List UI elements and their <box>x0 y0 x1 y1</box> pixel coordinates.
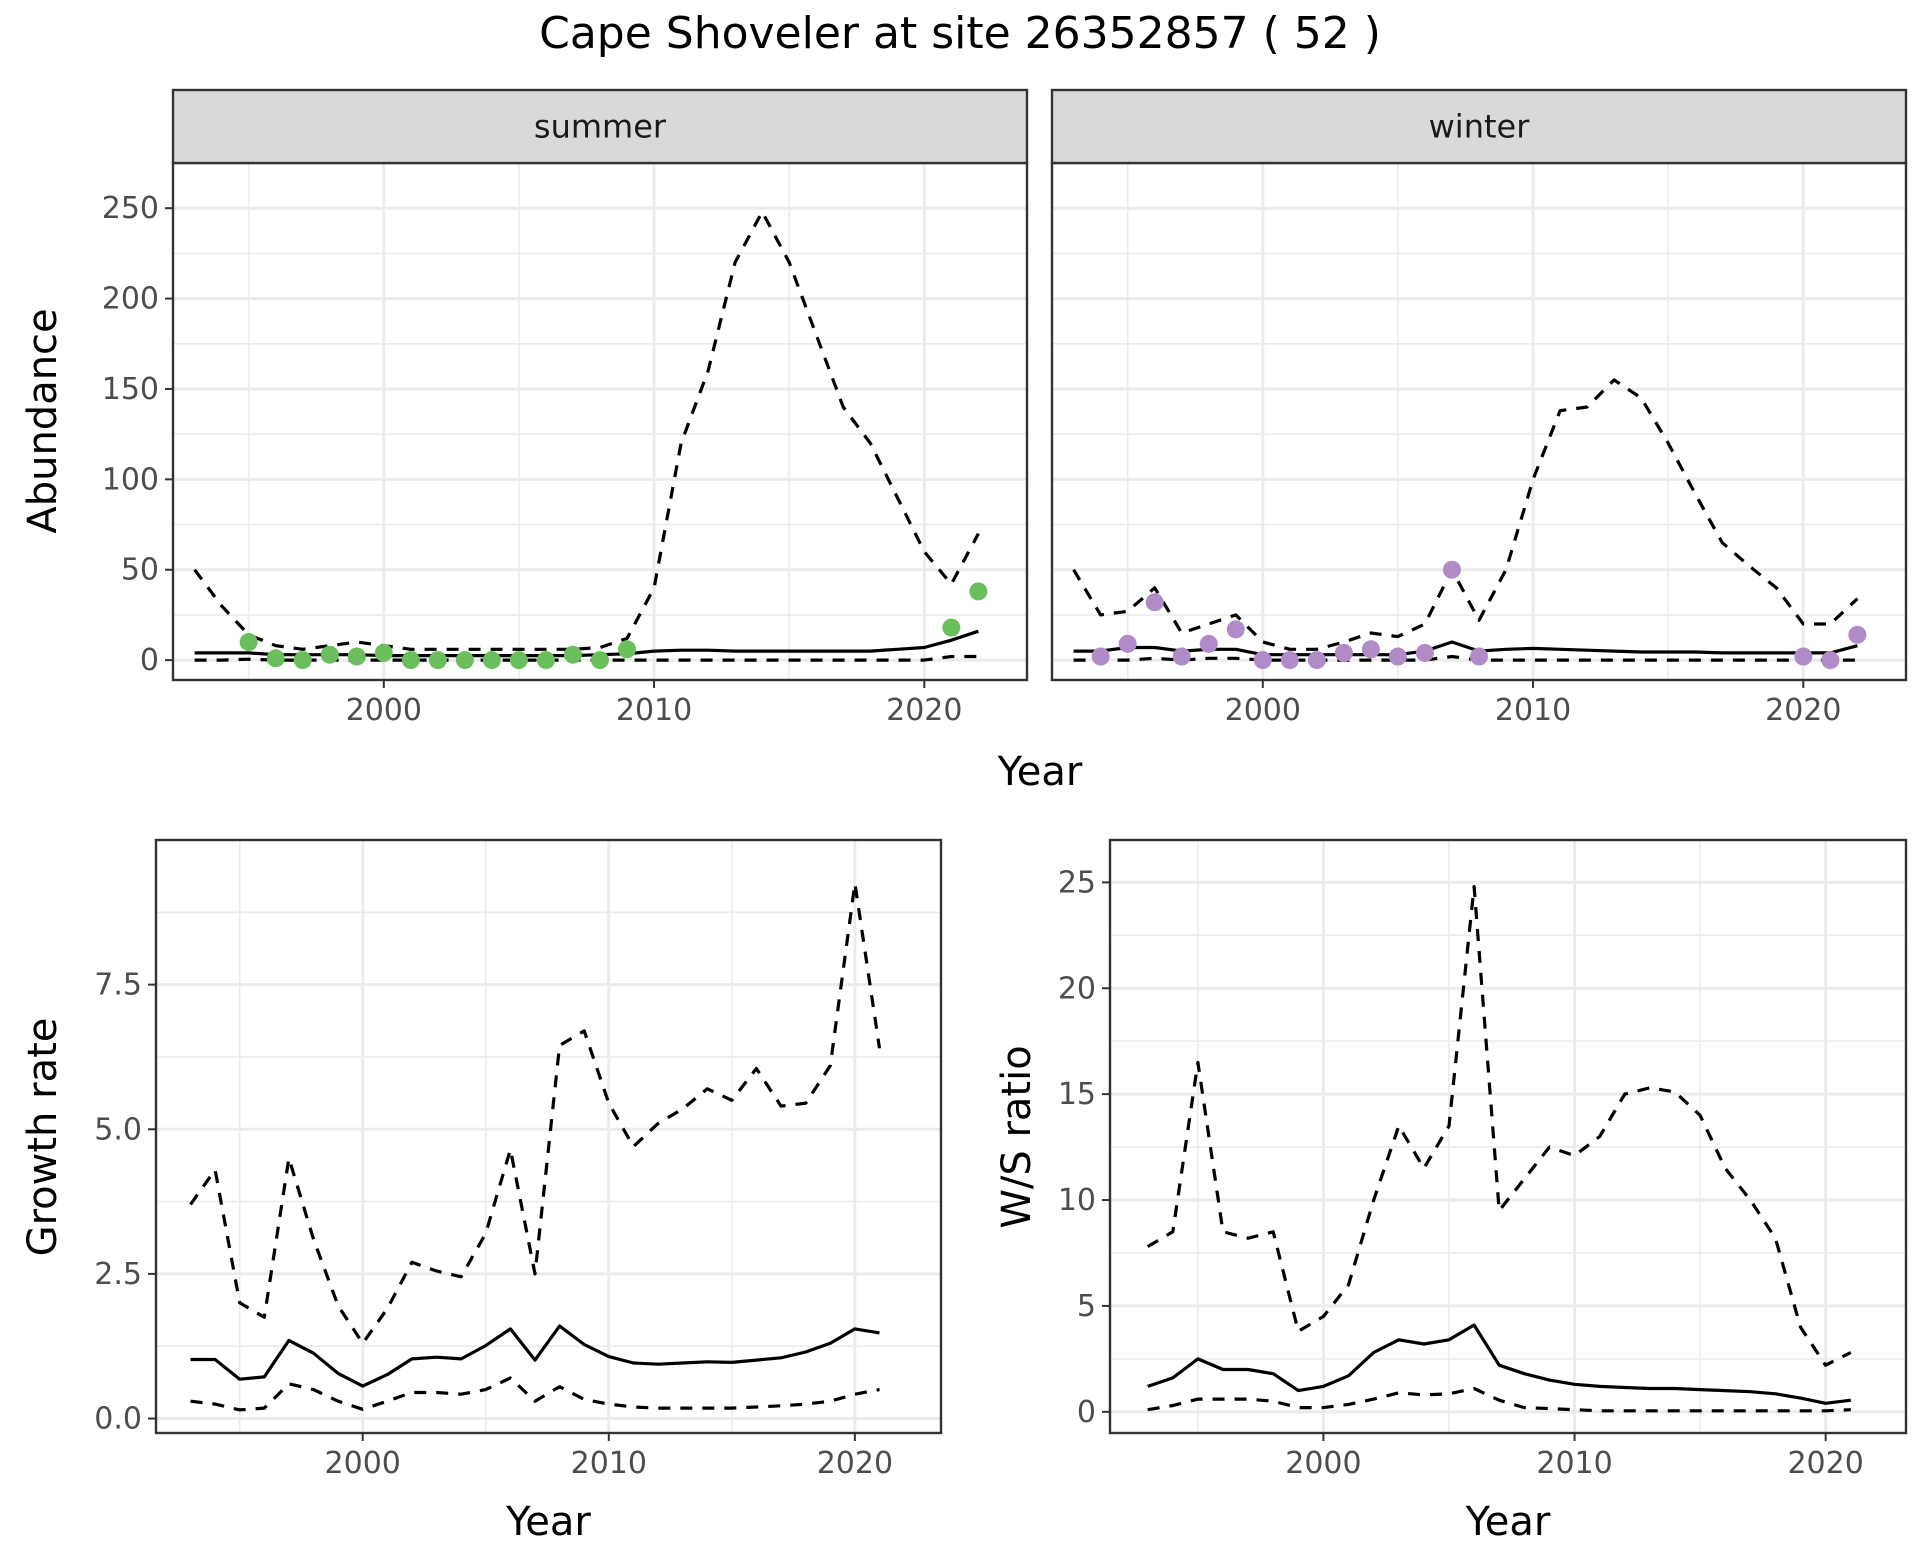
abundance-summer-count-point <box>428 651 447 670</box>
abundance-summer-count-point <box>942 618 961 637</box>
growth-y-tick-label: 5.0 <box>94 1112 142 1147</box>
abundance-winter-count-point <box>1794 647 1813 666</box>
ratio-y-tick-label: 0 <box>1077 1395 1096 1430</box>
abundance-summer-count-point <box>320 645 339 664</box>
abundance-summer-count-point <box>509 651 528 670</box>
growth-x-tick-label: 2000 <box>325 1446 401 1481</box>
abundance-summer-y-tick-label: 250 <box>102 191 159 226</box>
abundance-winter-count-point <box>1470 647 1488 666</box>
abundance-summer-y-tick-label: 150 <box>102 372 159 407</box>
abundance-winter-panel-background <box>1052 163 1906 680</box>
abundance-summer-count-point <box>266 649 285 668</box>
ratio-y-axis-title: W/S ratio <box>994 1045 1040 1228</box>
abundance-summer-count-point <box>455 651 474 670</box>
abundance-summer-x-tick-label: 2020 <box>886 693 962 728</box>
growth-panel-background <box>156 840 941 1433</box>
abundance-summer-count-point <box>347 647 366 666</box>
abundance-winter-count-point <box>1821 651 1840 670</box>
abundance-winter-count-point <box>1091 647 1110 666</box>
growth-lower-ci-line <box>190 1376 880 1412</box>
ratio-x-axis-title: Year <box>1465 1499 1551 1545</box>
abundance-winter-count-point <box>1172 647 1191 666</box>
ratio-y-tick-label: 25 <box>1058 865 1096 900</box>
abundance-winter-count-point <box>1118 634 1137 653</box>
abundance-x-axis-title: Year <box>997 749 1083 795</box>
ratio-panel-background <box>1110 840 1906 1433</box>
abundance-winter-upper-ci-line <box>1072 378 1859 651</box>
abundance-summer-x-tick-label: 2000 <box>346 693 422 728</box>
abundance-summer-strip-label: summer <box>534 108 667 146</box>
growth-upper-ci-line <box>189 881 882 1345</box>
abundance-summer-count-point <box>563 645 582 664</box>
abundance-summer-x-tick-label: 2010 <box>616 693 692 728</box>
abundance-summer-count-point <box>591 651 609 670</box>
abundance-winter-count-point <box>1253 651 1272 670</box>
ratio-y-tick-label: 10 <box>1058 1183 1096 1218</box>
growth-x-tick-label: 2020 <box>817 1446 893 1481</box>
growth-y-tick-label: 7.5 <box>94 968 142 1003</box>
growth-estimate-line <box>190 1324 880 1388</box>
ratio-y-tick-label: 15 <box>1058 1077 1096 1112</box>
abundance-summer-y-tick-label: 100 <box>102 462 159 497</box>
abundance-winter-x-tick-label: 2020 <box>1765 693 1841 728</box>
abundance-summer-count-point <box>293 651 312 670</box>
growth-x-axis-title: Year <box>505 1499 591 1545</box>
growth-y-tick-label: 2.5 <box>94 1257 142 1292</box>
abundance-winter-count-point <box>1415 643 1434 662</box>
abundance-summer-y-tick-label: 0 <box>140 643 159 678</box>
abundance-winter-strip <box>1050 88 1908 165</box>
abundance-winter-x-tick-label: 2010 <box>1495 693 1571 728</box>
abundance-summer-count-point <box>482 651 501 670</box>
ratio-x-tick-label: 2020 <box>1787 1446 1863 1481</box>
abundance-summer-count-point <box>969 582 988 601</box>
ratio-y-tick-label: 5 <box>1077 1289 1096 1324</box>
abundance-summer-count-point <box>536 651 555 670</box>
abundance-winter-count-point <box>1361 640 1380 659</box>
ratio-panel-border <box>1108 838 1908 1435</box>
abundance-winter-count-point <box>1442 560 1461 579</box>
abundance-winter-count-point <box>1280 651 1299 670</box>
abundance-summer-y-tick-label: 50 <box>121 553 159 588</box>
growth-panel-border <box>154 838 943 1435</box>
abundance-summer-upper-ci-line <box>193 210 980 651</box>
abundance-summer-panel-background <box>173 163 1027 680</box>
abundance-winter-count-point <box>1388 647 1407 666</box>
abundance-winter-count-point <box>1199 634 1218 653</box>
abundance-summer-strip <box>171 88 1029 165</box>
abundance-summer-y-tick-label: 200 <box>102 282 159 317</box>
ratio-x-tick-label: 2000 <box>1285 1446 1361 1481</box>
abundance-winter-count-point <box>1145 593 1164 612</box>
abundance-winter-count-point <box>1226 620 1245 639</box>
abundance-summer-count-point <box>618 640 637 659</box>
abundance-winter-count-point <box>1307 651 1326 670</box>
ratio-lower-ci-line <box>1147 1386 1851 1413</box>
ratio-y-tick-label: 20 <box>1058 971 1096 1006</box>
ratio-x-tick-label: 2010 <box>1536 1446 1612 1481</box>
abundance-summer-count-point <box>239 633 258 652</box>
growth-x-tick-label: 2010 <box>571 1446 647 1481</box>
figure-title: Cape Shoveler at site 26352857 ( 52 ) <box>539 8 1381 59</box>
abundance-winter-strip-label: winter <box>1429 108 1531 146</box>
abundance-summer-count-point <box>374 643 393 662</box>
abundance-winter-count-point <box>1334 643 1353 662</box>
abundance-winter-x-tick-label: 2000 <box>1225 693 1301 728</box>
abundance-winter-count-point <box>1848 625 1867 644</box>
abundance-summer-count-point <box>401 651 420 670</box>
ratio-estimate-line <box>1147 1323 1851 1405</box>
growth-y-tick-label: 0.0 <box>94 1402 142 1437</box>
abundance-y-axis-title: Abundance <box>20 308 66 533</box>
growth-y-axis-title: Growth rate <box>20 1018 66 1257</box>
